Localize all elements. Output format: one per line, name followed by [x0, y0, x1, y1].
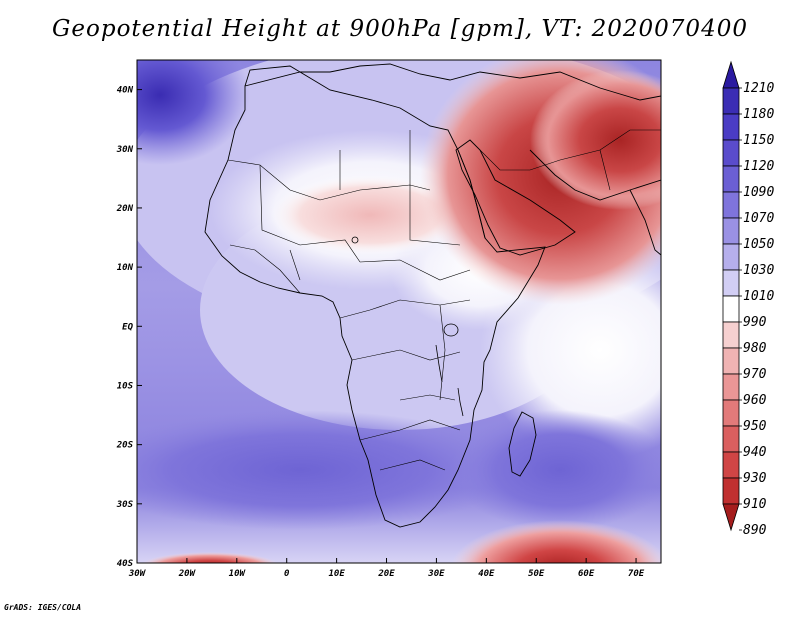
- iberia-coastline: [244, 65, 301, 87]
- colorbar-label: 930: [743, 471, 767, 486]
- field-low-southern-ocean: [451, 520, 661, 563]
- map-title: Geopotential Height at 900hPa [gpm], VT:…: [52, 16, 748, 42]
- lat-tick-label: 30N: [116, 145, 134, 155]
- country-borders: [227, 129, 661, 471]
- colorbar-swatch: [722, 113, 740, 141]
- lon-tick-label: 40E: [478, 569, 495, 579]
- lon-tick-label: 10W: [229, 569, 247, 579]
- colorbar-label: 1210: [743, 81, 774, 96]
- axis-labels: 30W 20W 10W 0 10E 20E 30E 40E 50E 60E 70E 40S 30S 20S…: [116, 86, 645, 579]
- colorbar-label: 990: [743, 315, 767, 330]
- colorbar-label: 1090: [743, 185, 774, 200]
- lake-victoria: [443, 323, 459, 337]
- colorbar-label: 1010: [743, 289, 774, 304]
- colorbar-label: 1070: [743, 211, 774, 226]
- madagascar-coastline: [508, 411, 537, 477]
- colorbar-label: 1030: [743, 263, 774, 278]
- lake-tanganyika: [435, 344, 443, 383]
- arabia-coastline: [455, 139, 576, 256]
- lat-tick-label: 40N: [117, 86, 134, 96]
- axis-ticks: [136, 89, 637, 564]
- colorbar-bottom-arrow: [722, 503, 740, 532]
- colorbar-swatch: [722, 425, 740, 453]
- colorbar-label: 1120: [743, 159, 774, 174]
- lon-tick-label: 20W: [178, 569, 197, 579]
- lon-tick-label: 60E: [578, 569, 595, 579]
- colorbar-swatch: [722, 399, 740, 427]
- colorbar-swatch: [722, 217, 740, 245]
- field-warm-sahara: [270, 175, 470, 255]
- lon-tick-label: 0: [284, 569, 290, 579]
- colorbar-label: 940: [743, 445, 767, 460]
- colorbar-label: 1180: [743, 107, 774, 122]
- lat-tick-label: 10S: [117, 381, 134, 391]
- grads-credit: GrADS: IGES/COLA: [4, 603, 82, 612]
- colorbar-label: 1050: [743, 237, 774, 252]
- colorbar-swatch: [722, 243, 740, 271]
- lat-tick-label: 20N: [116, 204, 134, 214]
- colorbar-swatch: [722, 165, 740, 193]
- colorbar-swatch: [722, 139, 740, 167]
- colorbar-swatch: [722, 373, 740, 401]
- lat-tick-label: 30S: [116, 500, 134, 510]
- colorbar-label: 1150: [743, 133, 774, 148]
- colorbar-label: 970: [743, 367, 767, 382]
- field-low-southwest: [141, 552, 279, 563]
- colorbar-swatch: [722, 477, 740, 505]
- map-frame: [136, 59, 662, 564]
- lakes: [351, 236, 464, 417]
- colorbar-label: 950: [743, 419, 767, 434]
- lon-tick-label: 50E: [528, 569, 545, 579]
- field-high-atlantic-north: [137, 60, 250, 165]
- lon-tick-label: 20E: [377, 569, 395, 579]
- europe-coast: [300, 63, 661, 101]
- red-sea-inner: [457, 149, 486, 239]
- lat-tick-label: EQ: [122, 322, 133, 332]
- field-hot-iran: [530, 70, 661, 210]
- colorbar-swatch: [722, 321, 740, 349]
- lat-tick-label: 20S: [116, 441, 134, 451]
- lon-tick-label: 10E: [328, 569, 345, 579]
- colorbar-label: 960: [743, 393, 767, 408]
- lat-tick-label: 10N: [117, 263, 134, 273]
- field-high-south: [137, 410, 520, 530]
- colorbar-label: 910: [743, 497, 767, 512]
- lat-tick-label: 40S: [117, 559, 134, 569]
- lake-malawi: [457, 387, 464, 417]
- colorbar-label: 980: [743, 341, 767, 356]
- lon-tick-label: 30W: [128, 569, 147, 579]
- india-coast: [629, 189, 661, 256]
- colorbar-label: 890: [743, 523, 767, 538]
- persian-gulf-coast: [529, 149, 661, 201]
- field-high-madagascar: [450, 410, 661, 530]
- lon-tick-label: 30E: [427, 569, 445, 579]
- colorbar-swatch: [722, 295, 740, 323]
- colorbar-swatch: [722, 87, 740, 115]
- lon-tick-label: 70E: [628, 569, 645, 579]
- lake-chad: [351, 236, 359, 244]
- colorbar-top-arrow: [722, 60, 740, 89]
- shaded-field: [137, 60, 661, 563]
- colorbar-swatch: [722, 269, 740, 297]
- colorbar-swatch: [722, 191, 740, 219]
- colorbar-swatch: [722, 451, 740, 479]
- coastlines: [204, 63, 661, 528]
- colorbar-swatch: [722, 347, 740, 375]
- colorbar: 1210 1180 1150 1120 1090 1070 1050 1030 1010 990 9…: [722, 60, 774, 538]
